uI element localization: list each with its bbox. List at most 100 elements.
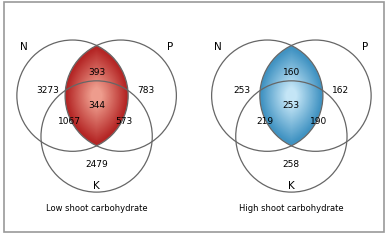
- Text: 190: 190: [310, 117, 327, 126]
- Text: High shoot carbohydrate: High shoot carbohydrate: [239, 205, 344, 213]
- Polygon shape: [91, 86, 102, 105]
- Text: 253: 253: [234, 86, 251, 95]
- Polygon shape: [75, 62, 118, 130]
- Polygon shape: [268, 59, 314, 132]
- Polygon shape: [274, 68, 309, 124]
- Polygon shape: [267, 57, 316, 135]
- Text: P: P: [362, 42, 368, 52]
- Polygon shape: [77, 64, 116, 127]
- Polygon shape: [83, 74, 110, 117]
- Polygon shape: [84, 76, 109, 115]
- Polygon shape: [90, 86, 103, 106]
- Polygon shape: [68, 51, 125, 141]
- Polygon shape: [279, 75, 304, 116]
- Polygon shape: [269, 60, 314, 131]
- Polygon shape: [260, 46, 322, 145]
- Polygon shape: [266, 55, 317, 136]
- Polygon shape: [78, 65, 116, 126]
- Polygon shape: [68, 50, 125, 142]
- Polygon shape: [266, 56, 317, 135]
- Polygon shape: [262, 49, 321, 143]
- Polygon shape: [80, 69, 114, 123]
- Polygon shape: [275, 70, 307, 121]
- Polygon shape: [271, 63, 312, 128]
- Polygon shape: [86, 79, 107, 113]
- Polygon shape: [262, 48, 321, 143]
- Text: 344: 344: [88, 101, 105, 110]
- Polygon shape: [76, 63, 117, 128]
- Polygon shape: [67, 48, 126, 143]
- Polygon shape: [281, 80, 301, 112]
- Polygon shape: [89, 83, 105, 108]
- Polygon shape: [70, 53, 123, 138]
- Polygon shape: [279, 76, 304, 115]
- Polygon shape: [69, 51, 125, 140]
- Text: K: K: [93, 181, 100, 191]
- Polygon shape: [85, 77, 108, 114]
- Polygon shape: [80, 69, 113, 122]
- Polygon shape: [263, 51, 319, 140]
- Text: 162: 162: [332, 86, 349, 95]
- Polygon shape: [275, 69, 308, 122]
- Polygon shape: [277, 73, 306, 119]
- Polygon shape: [263, 51, 320, 141]
- Polygon shape: [81, 71, 112, 120]
- Polygon shape: [74, 60, 119, 131]
- Polygon shape: [83, 74, 111, 118]
- Polygon shape: [82, 72, 111, 119]
- Polygon shape: [81, 70, 113, 121]
- Polygon shape: [89, 84, 104, 107]
- Polygon shape: [263, 50, 320, 142]
- Polygon shape: [71, 56, 122, 135]
- Polygon shape: [286, 87, 297, 104]
- Polygon shape: [280, 77, 303, 114]
- Polygon shape: [264, 52, 319, 139]
- Polygon shape: [286, 86, 297, 105]
- Text: N: N: [20, 42, 28, 52]
- Polygon shape: [282, 81, 300, 110]
- Polygon shape: [268, 58, 315, 133]
- Polygon shape: [260, 46, 323, 146]
- Polygon shape: [65, 46, 128, 146]
- Polygon shape: [71, 55, 122, 136]
- Polygon shape: [66, 47, 127, 144]
- Polygon shape: [277, 72, 306, 119]
- Polygon shape: [261, 47, 322, 144]
- Text: 1067: 1067: [58, 117, 81, 126]
- Text: 2479: 2479: [85, 160, 108, 169]
- Polygon shape: [78, 66, 115, 125]
- Polygon shape: [267, 58, 315, 134]
- Polygon shape: [284, 85, 298, 107]
- Polygon shape: [69, 52, 124, 139]
- Polygon shape: [72, 57, 121, 135]
- Text: 219: 219: [256, 117, 273, 126]
- Polygon shape: [265, 53, 318, 138]
- Polygon shape: [270, 62, 312, 129]
- Polygon shape: [75, 61, 118, 131]
- Polygon shape: [285, 86, 298, 106]
- Polygon shape: [76, 62, 118, 129]
- Polygon shape: [67, 49, 126, 143]
- Polygon shape: [284, 84, 299, 107]
- Polygon shape: [273, 66, 310, 125]
- Text: N: N: [215, 42, 222, 52]
- Polygon shape: [281, 79, 302, 113]
- Text: K: K: [288, 181, 295, 191]
- Text: 160: 160: [283, 68, 300, 77]
- Polygon shape: [74, 59, 120, 132]
- Text: 253: 253: [283, 101, 300, 110]
- Polygon shape: [283, 83, 299, 108]
- Polygon shape: [270, 61, 313, 131]
- Polygon shape: [84, 75, 109, 116]
- Polygon shape: [82, 73, 111, 119]
- Polygon shape: [78, 67, 115, 124]
- Polygon shape: [278, 74, 305, 117]
- Polygon shape: [272, 65, 310, 126]
- Polygon shape: [88, 82, 105, 109]
- Polygon shape: [87, 80, 107, 112]
- Text: Low shoot carbohydrate: Low shoot carbohydrate: [46, 205, 147, 213]
- Polygon shape: [282, 80, 301, 111]
- Polygon shape: [71, 54, 123, 137]
- Text: 393: 393: [88, 68, 105, 77]
- Text: 573: 573: [115, 117, 132, 126]
